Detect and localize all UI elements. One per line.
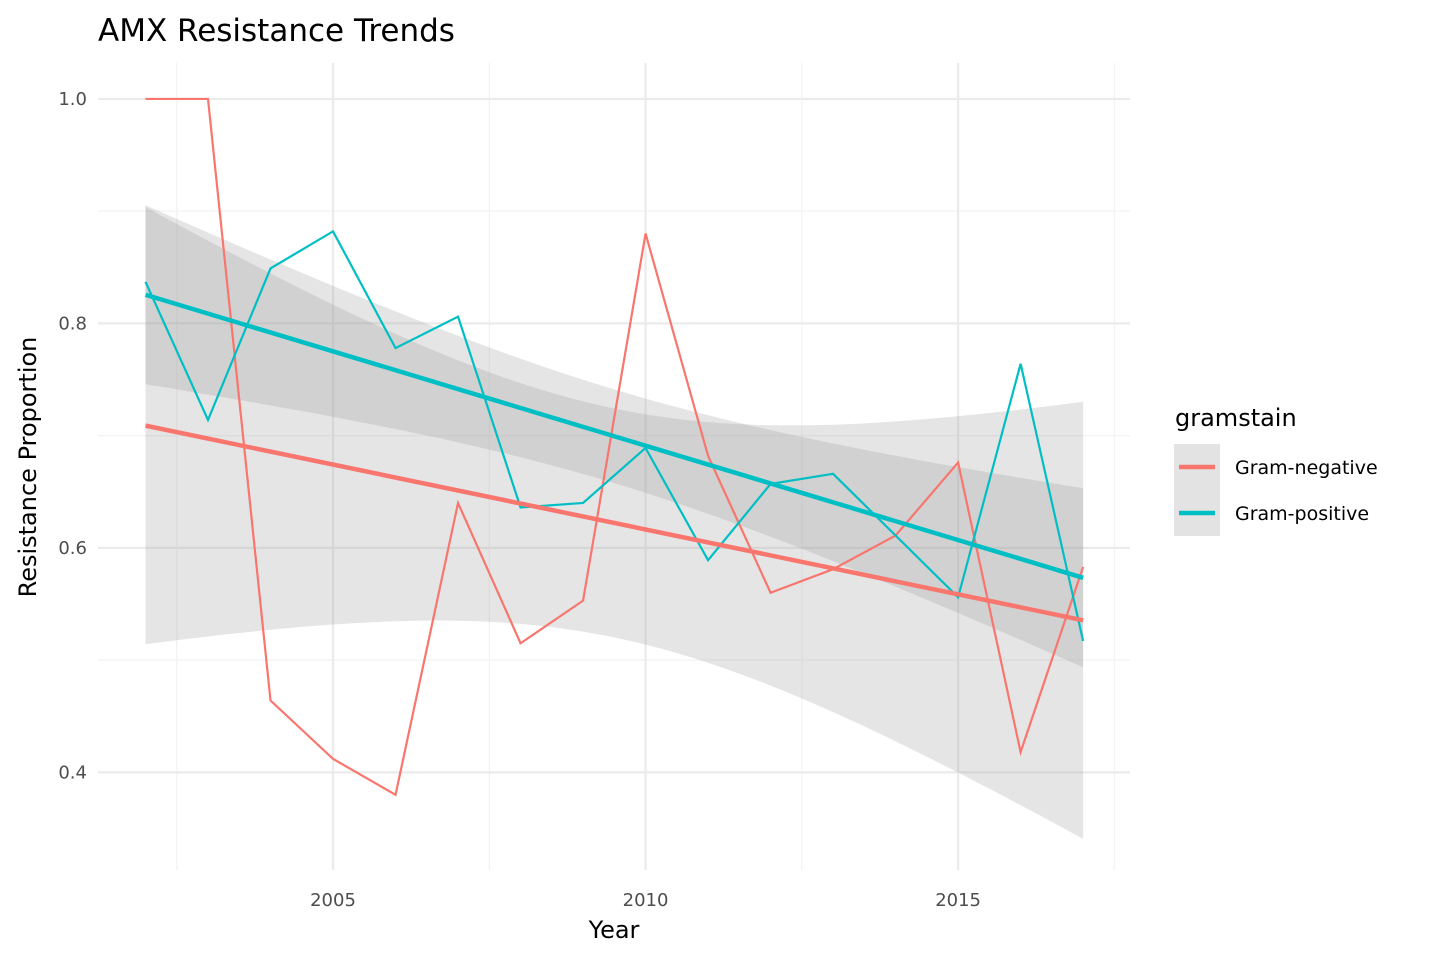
- legend-label: Gram-positive: [1235, 503, 1369, 525]
- x-tick-label: 2005: [310, 890, 356, 911]
- chart-title: AMX Resistance Trends: [98, 13, 455, 49]
- y-axis-title: Resistance Proportion: [14, 337, 42, 598]
- x-tick-label: 2015: [935, 890, 981, 911]
- y-tick-label: 0.4: [58, 762, 87, 783]
- y-tick-label: 0.6: [58, 538, 87, 559]
- y-tick-label: 0.8: [58, 313, 87, 334]
- x-tick-label: 2010: [623, 890, 669, 911]
- y-tick-label: 1.0: [58, 89, 87, 110]
- legend-label: Gram-negative: [1235, 457, 1378, 479]
- x-axis-title: Year: [588, 916, 640, 944]
- legend: gramstain Gram-negative Gram-positive: [1174, 404, 1378, 536]
- legend-title: gramstain: [1175, 404, 1297, 432]
